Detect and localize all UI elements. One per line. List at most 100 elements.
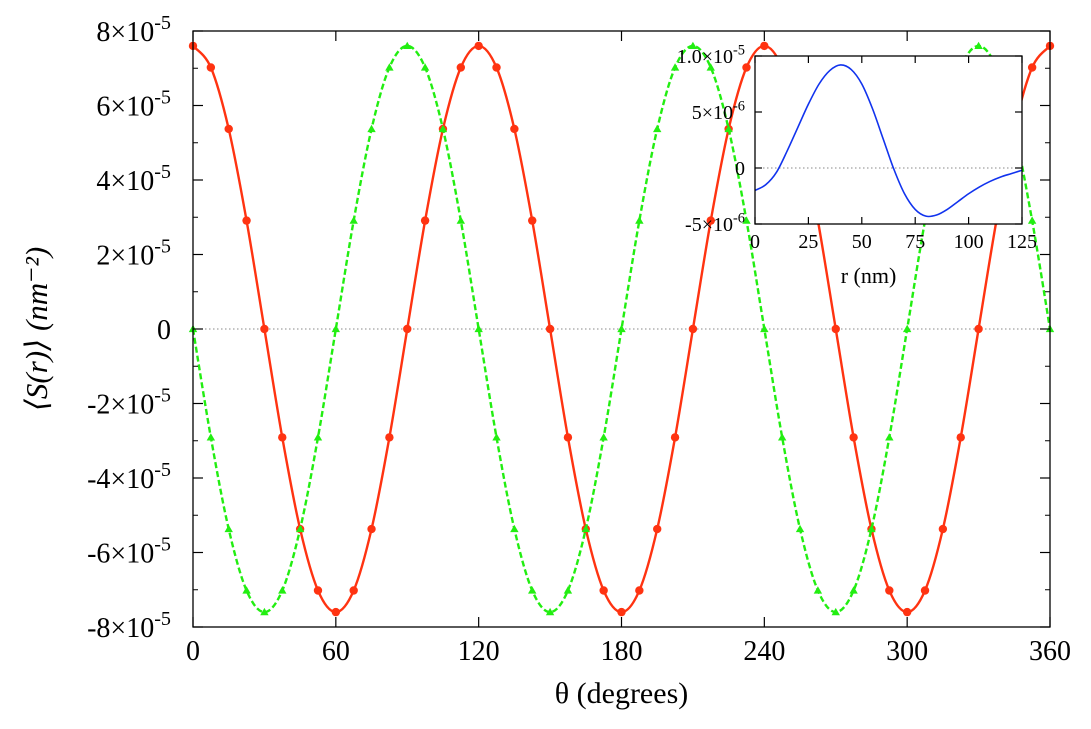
main-y-tick-label: -2×10-5 — [87, 385, 171, 421]
main-point-triangle — [831, 607, 840, 616]
main-x-tick-label: 180 — [601, 636, 643, 667]
main-point-triangle — [349, 216, 358, 224]
main-point-circle — [545, 324, 555, 334]
inset-x-axis-label: r (nm) — [841, 263, 897, 288]
main-point-circle — [349, 586, 358, 595]
main-point-triangle — [885, 433, 894, 441]
main-point-triangle — [670, 63, 680, 71]
main-point-circle — [617, 607, 626, 617]
main-point-circle — [563, 433, 573, 442]
main-point-circle — [474, 41, 483, 51]
main-y-axis-label: ⟨S(r)⟩ (nm⁻²) — [19, 247, 54, 411]
main-point-circle — [706, 216, 715, 225]
inset-y-tick-label: 1.0×10-5 — [677, 43, 745, 68]
main-point-triangle — [456, 216, 466, 224]
main-point-triangle — [617, 324, 626, 333]
main-point-triangle — [581, 524, 590, 533]
main-point-circle — [420, 216, 430, 225]
main-point-circle — [278, 433, 287, 442]
main-y-tick-label: 2×10-5 — [96, 236, 171, 272]
main-point-triangle — [742, 216, 751, 224]
main-point-circle — [385, 433, 394, 442]
main-y-tick-label: 8×10-5 — [96, 12, 171, 48]
main-point-circle — [1027, 63, 1037, 72]
main-point-circle — [760, 41, 769, 51]
main-point-triangle — [403, 41, 412, 50]
main-point-triangle — [653, 124, 662, 133]
main-point-circle — [831, 324, 840, 334]
main-point-circle — [920, 586, 930, 595]
main-plot: 0 60 120 180 240 300 360 -8×10-5 -6×10-5 -4×10-5 -… — [19, 12, 1071, 710]
main-point-circle — [224, 124, 233, 134]
main-point-triangle — [474, 324, 483, 333]
main-x-tick-label: 240 — [743, 636, 785, 667]
main-point-triangle — [706, 63, 715, 71]
main-point-circle — [974, 324, 983, 334]
main-point-circle — [902, 607, 912, 617]
main-point-triangle — [438, 124, 448, 133]
main-point-triangle — [367, 124, 376, 133]
main-point-triangle — [331, 324, 341, 333]
inset-x-tick-label: 25 — [798, 231, 818, 253]
main-point-circle — [956, 433, 965, 442]
main-point-circle — [510, 124, 519, 134]
main-point-circle — [885, 586, 894, 595]
main-x-tick-label: 60 — [322, 636, 350, 667]
inset-plot-frame — [754, 55, 1023, 225]
main-x-tick-label: 120 — [458, 636, 500, 667]
main-point-triangle — [545, 607, 555, 616]
main-point-triangle — [777, 433, 787, 441]
main-point-triangle — [224, 524, 233, 533]
main-point-circle — [242, 216, 251, 225]
main-ticks: 0 60 120 180 240 300 360 -8×10-5 -6×10-5 -4×10-5 -… — [87, 12, 1071, 667]
main-point-circle — [635, 586, 644, 595]
inset-y-tick-label: -5×10-6 — [685, 211, 745, 236]
main-point-triangle — [760, 324, 769, 333]
inset-x-tick-label: 75 — [905, 231, 925, 253]
main-point-triangle — [724, 124, 733, 133]
main-point-triangle — [420, 63, 430, 71]
main-point-circle — [260, 324, 269, 334]
main-point-triangle — [563, 586, 573, 594]
main-point-triangle — [599, 433, 608, 441]
main-series-layer — [188, 41, 1055, 617]
main-point-circle — [206, 63, 216, 72]
main-point-triangle — [313, 433, 323, 441]
main-x-axis-label: θ (degrees) — [555, 677, 688, 710]
main-y-tick-label: 6×10-5 — [96, 87, 171, 123]
main-point-triangle — [206, 433, 216, 441]
main-x-tick-label: 360 — [1029, 636, 1071, 667]
main-point-circle — [670, 433, 680, 442]
main-y-tick-label: -4×10-5 — [87, 459, 171, 495]
main-point-triangle — [492, 433, 501, 441]
inset-x-tick-label: 100 — [954, 231, 984, 253]
inset-y-tick-label: 0 — [735, 158, 745, 180]
main-point-triangle — [260, 607, 269, 616]
main-point-circle — [403, 324, 412, 334]
main-point-triangle — [849, 586, 858, 594]
inset-series-line-0 — [754, 64, 1023, 218]
main-point-circle — [492, 63, 501, 72]
main-point-triangle — [795, 524, 805, 533]
inset-ticks: 0 25 50 75 100 125-5×10-605×10-61.0×10-5 — [677, 43, 1037, 253]
inset-x-tick-label: 125 — [1007, 231, 1037, 253]
main-point-circle — [938, 524, 948, 534]
inset-series-layer — [754, 64, 1023, 218]
inset-background — [755, 56, 1022, 224]
main-y-tick-label: 0 — [157, 315, 171, 346]
main-point-triangle — [1027, 216, 1037, 224]
main-point-triangle — [528, 586, 537, 594]
main-point-circle — [331, 607, 341, 617]
main-point-circle — [849, 433, 858, 442]
inset-x-tick-label: 0 — [750, 231, 760, 253]
main-point-triangle — [510, 524, 519, 533]
main-point-triangle — [688, 41, 698, 50]
main-point-circle — [653, 524, 662, 534]
inset-y-tick-label: 5×10-6 — [692, 99, 745, 124]
main-point-circle — [367, 524, 376, 534]
main-point-triangle — [295, 524, 305, 533]
main-point-triangle — [635, 216, 644, 224]
main-point-triangle — [813, 586, 823, 594]
main-point-triangle — [974, 41, 983, 50]
